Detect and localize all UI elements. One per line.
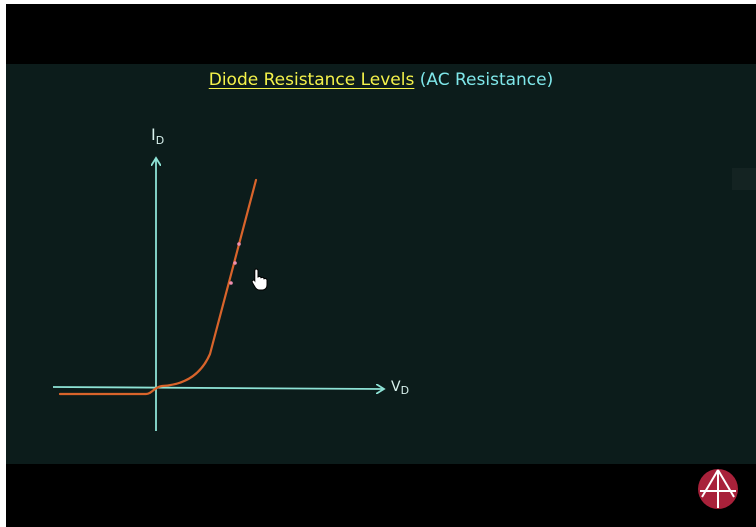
diode-curve [58, 178, 258, 396]
x-axis-label-subscript: D [401, 384, 409, 397]
diode-characteristic-graph: ID VD [52, 125, 409, 431]
lecture-title-main: Diode Resistance Levels [208, 70, 415, 90]
x-axis-label-main: V [391, 379, 401, 395]
lecture-title-sub: (AC Resistance) [419, 70, 554, 90]
channel-logo-icon [698, 469, 738, 509]
side-panel-tab[interactable] [732, 168, 756, 190]
video-player[interactable]: Diode Resistance Levels (AC Resistance) … [6, 4, 756, 527]
y-axis-label-subscript: D [156, 134, 164, 147]
y-axis-label: ID [151, 125, 164, 147]
x-axis [52, 387, 384, 389]
q-point-mark-lower [229, 281, 233, 285]
q-point-mark-upper [237, 242, 241, 246]
lecture-title: Diode Resistance Levels (AC Resistance) [6, 70, 756, 90]
x-axis-label: VD [391, 379, 409, 397]
y-axis-label-main: I [151, 125, 156, 144]
q-point-mark-middle [233, 261, 237, 265]
blackboard: Diode Resistance Levels (AC Resistance) … [6, 64, 756, 464]
hand-cursor-icon [251, 268, 268, 291]
